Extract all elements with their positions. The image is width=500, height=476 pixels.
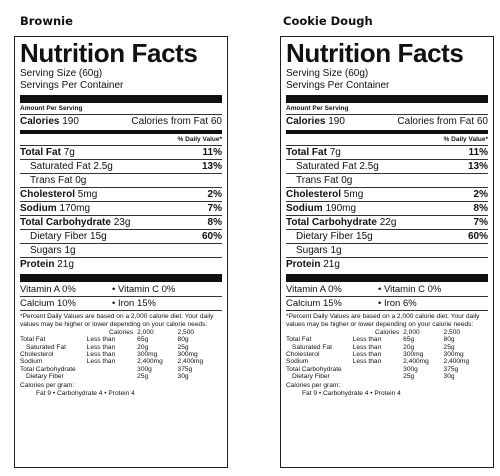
thick-divider <box>20 95 222 103</box>
dietary-fiber-row: Dietary Fiber 15g 60% <box>30 231 222 242</box>
divider <box>286 114 488 115</box>
vitamins-row: Vitamin A 0% • Vitamin C 0% <box>20 284 176 295</box>
amount-per-serving: Amount Per Serving <box>286 105 349 112</box>
servings-per-container: Servings Per Container <box>20 80 124 91</box>
total-carbohydrate-row: Total Carbohydrate 22g 7% <box>286 217 488 228</box>
amount-per-serving: Amount Per Serving <box>20 105 83 112</box>
medium-divider <box>20 130 222 134</box>
daily-value-header: % Daily Value* <box>177 136 222 143</box>
daily-value-table: Calories 2,000 2,500 Total Fat Less than 6… <box>286 329 488 380</box>
product-title-brownie: Brownie <box>20 14 73 28</box>
cholesterol-row: Cholesterol 5mg 2% <box>20 189 222 200</box>
calories-per-gram-values: Fat 9 • Carbohydrate 4 • Protein 4 <box>302 390 401 398</box>
calories-from-fat: Calories from Fat 60 <box>131 116 222 127</box>
sugars-row: Sugars 1g <box>30 245 76 256</box>
daily-value-footnote: *Percent Daily Values are based on a 2,0… <box>286 313 480 328</box>
minerals-row: Calcium 15% • Iron 6% <box>286 298 417 309</box>
daily-value-table: Calories 2,000 2,500 Total Fat Less than 6… <box>20 329 222 380</box>
nutrition-facts-heading: Nutrition Facts <box>20 38 198 68</box>
daily-value-table-row: Sodium Less than 2,400mg 2,400mg <box>20 358 204 366</box>
daily-value-footnote: *Percent Daily Values are based on a 2,0… <box>20 313 214 328</box>
calories-row: Calories 190 Calories from Fat 60 <box>20 115 222 129</box>
daily-value-table-row: Saturated Fat Less than 20g 25g <box>26 343 189 351</box>
calories-from-fat: Calories from Fat 60 <box>397 116 488 127</box>
saturated-fat-row: Saturated Fat 2.5g 13% <box>296 161 488 172</box>
vitamins-row: Vitamin A 0% • Vitamin C 0% <box>286 284 442 295</box>
thick-divider <box>286 95 488 103</box>
daily-value-table-header: Calories 2,000 2,500 <box>374 329 461 337</box>
minerals-row: Calcium 10% • Iron 15% <box>20 298 156 309</box>
calories-label: Calories 190 <box>20 116 79 127</box>
daily-value-table-row: Dietary Fiber 25g 30g <box>292 372 455 380</box>
protein-row: Protein 21g <box>286 259 340 270</box>
saturated-fat-row: Saturated Fat 2.5g 13% <box>30 161 222 172</box>
daily-value-table-row: Sodium Less than 2,400mg 2,400mg <box>286 358 470 366</box>
daily-value-table-row: Saturated Fat Less than 20g 25g <box>292 343 455 351</box>
divider <box>20 114 222 115</box>
servings-per-container: Servings Per Container <box>286 80 390 91</box>
thick-divider <box>20 274 222 282</box>
daily-value-table-row: Total Fat Less than 65g 80g <box>286 336 455 344</box>
calories-per-gram: Calories per gram: <box>286 382 341 390</box>
daily-value-table-row: Dietary Fiber 25g 30g <box>26 372 189 380</box>
serving-size: Serving Size (60g) <box>286 68 369 79</box>
sugars-row: Sugars 1g <box>296 245 342 256</box>
calories-per-gram-values: Fat 9 • Carbohydrate 4 • Protein 4 <box>36 390 135 398</box>
daily-value-table-row: Cholesterol Less than 300mg 300mg <box>286 351 464 359</box>
calories-per-gram: Calories per gram: <box>20 382 75 390</box>
thick-divider <box>286 274 488 282</box>
trans-fat-row: Trans Fat 0g <box>30 175 87 186</box>
calories-row: Calories 190 Calories from Fat 60 <box>286 115 488 129</box>
total-fat-row: Total Fat 7g 11% <box>286 147 488 158</box>
nutrition-label-cookie-dough: Nutrition Facts Serving Size (60g) Servi… <box>280 36 494 468</box>
protein-row: Protein 21g <box>20 259 74 270</box>
sodium-row: Sodium 190mg 8% <box>286 203 488 214</box>
nutrition-label-brownie: Nutrition Facts Serving Size (60g) Servi… <box>14 36 228 468</box>
daily-value-header: % Daily Value* <box>443 136 488 143</box>
cholesterol-row: Cholesterol 5mg 2% <box>286 189 488 200</box>
sodium-row: Sodium 170mg 7% <box>20 203 222 214</box>
medium-divider <box>286 130 488 134</box>
daily-value-table-row: Total Carbohydrate 300g 375g <box>286 365 459 373</box>
serving-size: Serving Size (60g) <box>20 68 103 79</box>
total-carbohydrate-row: Total Carbohydrate 23g 8% <box>20 217 222 228</box>
calories-label: Calories 190 <box>286 116 345 127</box>
daily-value-table-row: Total Carbohydrate 300g 375g <box>20 365 193 373</box>
product-title-cookie-dough: Cookie Dough <box>283 14 373 28</box>
dietary-fiber-row: Dietary Fiber 15g 60% <box>296 231 488 242</box>
total-fat-row: Total Fat 7g 11% <box>20 147 222 158</box>
trans-fat-row: Trans Fat 0g <box>296 175 353 186</box>
daily-value-table-row: Total Fat Less than 65g 80g <box>20 336 189 344</box>
nutrition-facts-heading: Nutrition Facts <box>286 38 464 68</box>
daily-value-table-row: Cholesterol Less than 300mg 300mg <box>20 351 198 359</box>
daily-value-table-header: Calories 2,000 2,500 <box>108 329 195 337</box>
